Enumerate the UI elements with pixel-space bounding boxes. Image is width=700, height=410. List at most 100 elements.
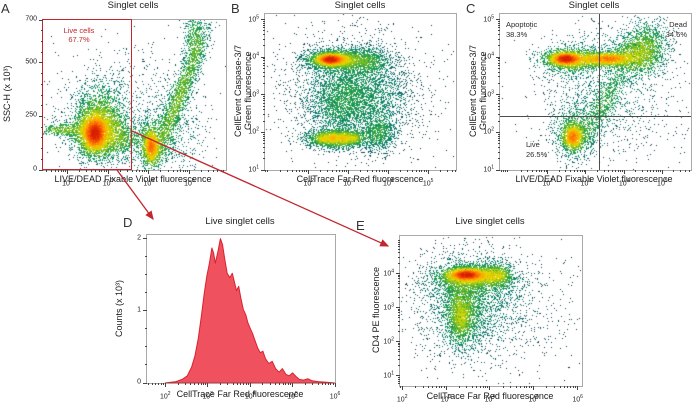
axis-tick-label: 103 (580, 178, 592, 188)
axis-tick (327, 170, 329, 172)
axis-tick (476, 386, 478, 388)
axis-tick (261, 131, 265, 133)
axis-tick (107, 170, 109, 174)
axis-tick-label: 106 (329, 391, 341, 401)
axis-tick (498, 100, 500, 102)
axis-tick (398, 286, 400, 288)
axis-tick (334, 383, 336, 387)
axis-tick (263, 38, 265, 40)
axis-tick-label: 104 (618, 178, 630, 188)
axis-tick (425, 170, 427, 172)
panel-e-plot-area (396, 235, 583, 390)
histogram-curve (164, 238, 335, 383)
axis-tick (190, 383, 192, 385)
axis-tick (406, 170, 408, 172)
live-cells-gate-label: Live cells 67.7% (51, 26, 107, 44)
axis-tick (399, 170, 401, 172)
axis-tick (498, 158, 500, 160)
axis-tick (263, 140, 265, 142)
axis-tick (344, 170, 346, 172)
axis-tick (247, 383, 249, 385)
axis-tick (213, 170, 215, 172)
axis-tick (65, 170, 67, 172)
axis-tick (263, 120, 265, 122)
axis-tick-label: 104 (383, 267, 394, 278)
axis-tick (144, 170, 146, 172)
axis-tick (498, 102, 500, 104)
axis-tick (575, 386, 577, 388)
axis-tick (263, 27, 265, 29)
axis-tick (375, 170, 377, 172)
axis-tick (167, 170, 169, 172)
panel-c-y-axis-label-line1: CellEvent Caspase-3/7 (468, 44, 478, 138)
axis-tick (526, 386, 528, 388)
axis-tick (263, 83, 265, 84)
axis-tick (563, 386, 565, 388)
axis-tick (398, 317, 400, 319)
axis-tick (581, 170, 583, 172)
axis-tick (498, 140, 500, 142)
axis-tick-label: 104 (248, 51, 259, 61)
axis-tick-label: 106 (572, 394, 583, 404)
axis-tick (439, 170, 441, 172)
axis-tick (498, 65, 500, 67)
axis-tick (95, 170, 97, 172)
axis-tick (219, 383, 221, 385)
axis-tick (332, 383, 334, 385)
axis-tick (680, 170, 682, 172)
axis-tick (498, 60, 500, 62)
axis-tick (531, 386, 533, 388)
axis-tick (653, 170, 655, 172)
panel-b-x-axis-label: CellTrace Far Red fluorescence (296, 174, 424, 184)
axis-tick (479, 386, 481, 388)
axis-tick (263, 68, 265, 70)
axis-tick (317, 383, 319, 385)
axis-tick (145, 238, 147, 240)
axis-tick (41, 115, 43, 117)
axis-tick (41, 51, 43, 53)
axis-tick (498, 120, 500, 122)
axis-tick-label: 104 (483, 51, 494, 61)
axis-tick (650, 170, 652, 172)
axis-tick (398, 351, 400, 353)
panel-b-plot-area (261, 13, 457, 174)
axis-tick (263, 58, 265, 60)
axis-tick (505, 170, 507, 172)
axis-tick (458, 386, 460, 388)
axis-tick (570, 170, 572, 172)
axis-tick-label: 101 (383, 370, 394, 380)
axis-tick (623, 170, 625, 174)
apoptotic-name: Apoptotic (506, 20, 538, 29)
axis-tick (41, 105, 43, 107)
axis-tick (570, 386, 572, 388)
axis-tick (41, 30, 43, 32)
quadrant-label-apoptotic: Apoptotic 38.3% (506, 20, 537, 39)
dead-percent: 34.6% (665, 29, 687, 39)
axis-tick (498, 135, 500, 137)
panel-d-letter: D (123, 215, 133, 230)
axis-tick (455, 170, 457, 172)
axis-tick (535, 170, 537, 172)
gate-label-name: Live cells (63, 26, 95, 35)
axis-tick-label: 102 (159, 391, 171, 401)
axis-tick-label: 500 (25, 58, 37, 66)
axis-tick (263, 76, 265, 78)
axis-tick-label: 0 (137, 378, 141, 386)
axis-tick (312, 383, 314, 385)
axis-tick (41, 94, 43, 96)
axis-tick (179, 170, 181, 172)
axis-tick (263, 65, 265, 67)
axis-tick (263, 137, 265, 139)
panel-d-y-axis-label: Counts (x 10³) (114, 234, 124, 382)
axis-tick (208, 170, 210, 172)
axis-tick (498, 45, 500, 47)
quadrant-label-live: Live 26.5% (526, 140, 547, 159)
axis-tick (399, 386, 401, 388)
axis-tick-label: 102 (62, 178, 73, 188)
axis-tick (398, 342, 400, 344)
axis-tick (285, 383, 287, 385)
axis-tick (227, 383, 229, 385)
axis-tick (538, 170, 540, 172)
axis-tick (45, 170, 47, 172)
axis-tick-label: 104 (383, 178, 394, 188)
